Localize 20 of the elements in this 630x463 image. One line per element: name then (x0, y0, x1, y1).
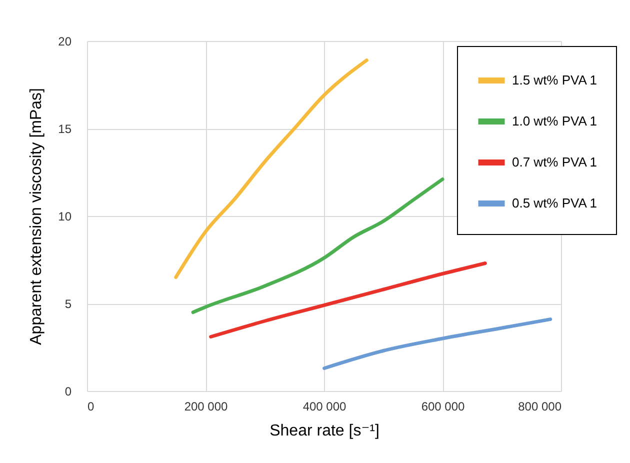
line-series (322, 318, 552, 370)
line-series (174, 58, 368, 279)
legend-label: 0.7 wt% PVA 1 (512, 154, 598, 170)
y-axis-title: Apparent extension viscosity [mPas] (28, 88, 46, 346)
x-axis-title: Shear rate [s⁻¹] (270, 422, 380, 440)
line-series (209, 262, 487, 338)
y-tick-label: 0 (64, 384, 72, 398)
x-tick-label: 600 000 (421, 400, 466, 414)
x-tick-label: 400 000 (302, 400, 347, 414)
y-tick-label: 5 (64, 297, 72, 311)
x-tick-label: 800 000 (518, 400, 562, 414)
legend-label: 0.5 wt% PVA 1 (512, 196, 598, 210)
x-tick-label: 200 000 (184, 400, 228, 414)
legend-label: 1.0 wt% PVA 1 (512, 114, 598, 128)
y-tick-label: 10 (58, 210, 72, 224)
x-tick-label: 0 (88, 400, 94, 414)
y-tick-label: 15 (58, 122, 72, 136)
line-series (191, 178, 444, 314)
y-tick-label: 20 (58, 34, 72, 48)
legend-label: 1.5 wt% PVA 1 (512, 72, 598, 88)
